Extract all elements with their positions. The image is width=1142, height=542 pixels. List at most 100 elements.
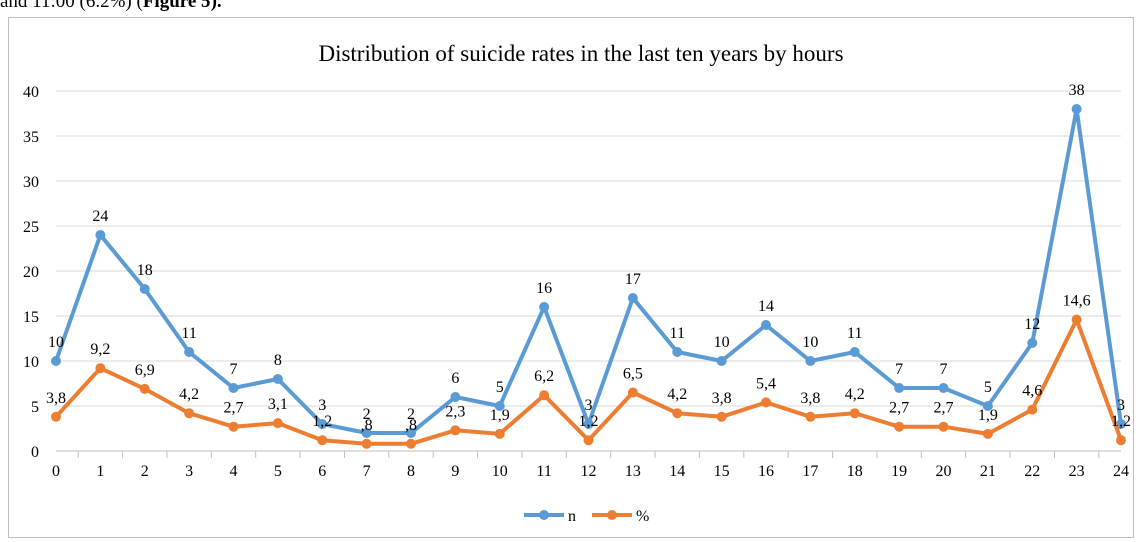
data-point <box>361 428 372 438</box>
y-tick-label: 35 <box>23 129 39 146</box>
data-label: 7 <box>940 361 948 378</box>
x-tick-label: 4 <box>230 463 238 480</box>
y-tick-label: 0 <box>31 444 39 461</box>
x-tick-label: 1 <box>96 463 104 480</box>
data-label: 9,2 <box>90 341 110 358</box>
data-label: 1,9 <box>978 407 998 424</box>
data-point <box>494 428 505 439</box>
data-label: 2,7 <box>224 400 244 417</box>
data-point <box>272 418 283 429</box>
data-label: 4,6 <box>1022 383 1042 400</box>
x-tick-label: 22 <box>1024 463 1040 480</box>
data-point <box>95 363 106 374</box>
data-point <box>672 408 683 419</box>
y-tick-label: 15 <box>23 309 39 326</box>
x-tick-label: 6 <box>318 463 326 480</box>
legend-entry: % <box>636 508 649 525</box>
x-tick-label: 8 <box>407 463 415 480</box>
data-point <box>849 347 860 357</box>
data-label: 3 <box>318 397 326 414</box>
data-label: 4,2 <box>667 386 687 403</box>
data-label: 3,8 <box>46 390 66 407</box>
x-tick-label: 20 <box>936 463 952 480</box>
x-tick-label: 24 <box>1113 463 1129 480</box>
data-point <box>716 411 727 422</box>
data-label: 4,2 <box>179 386 199 403</box>
data-point <box>1116 419 1126 429</box>
x-tick-label: 12 <box>581 463 597 480</box>
data-point <box>95 230 106 240</box>
data-label: 5 <box>496 379 504 396</box>
y-tick-label: 25 <box>23 219 39 236</box>
data-label: 24 <box>92 208 108 225</box>
x-tick-label: 19 <box>891 463 907 480</box>
data-point <box>672 347 683 357</box>
data-point <box>494 401 505 411</box>
data-point <box>894 421 905 432</box>
data-label: 6 <box>451 370 459 387</box>
data-label: 14,6 <box>1063 293 1091 310</box>
data-point <box>272 374 283 384</box>
y-tick-label: 5 <box>31 399 39 416</box>
data-label: 4,2 <box>845 386 865 403</box>
data-label: 10 <box>802 334 818 351</box>
data-label: 3,1 <box>268 396 288 413</box>
line-chart: Distribution of suicide rates in the las… <box>23 41 1131 525</box>
x-tick-label: 15 <box>714 463 730 480</box>
data-point <box>627 387 638 398</box>
data-point <box>1027 338 1038 348</box>
data-point <box>139 284 150 294</box>
data-label: 7 <box>895 361 903 378</box>
data-label: 38 <box>1069 82 1085 99</box>
legend-marker <box>539 510 549 520</box>
data-point <box>228 421 239 432</box>
data-point <box>406 438 416 449</box>
data-point <box>849 408 860 419</box>
data-label: 2,7 <box>934 400 954 417</box>
x-tick-label: 3 <box>185 463 193 480</box>
data-label: 18 <box>137 262 153 279</box>
chart-title: Distribution of suicide rates in the las… <box>318 41 843 66</box>
data-point <box>317 419 328 429</box>
data-point <box>539 390 550 401</box>
data-point <box>1071 314 1082 325</box>
x-tick-label: 9 <box>451 463 459 480</box>
data-label: 5 <box>984 379 992 396</box>
data-point <box>894 383 905 393</box>
data-point <box>1027 404 1038 415</box>
y-tick-label: 10 <box>23 354 39 371</box>
data-label: 12 <box>1024 316 1040 333</box>
data-label: 2 <box>407 406 415 423</box>
data-point <box>805 411 816 422</box>
data-label: 1,9 <box>490 407 510 424</box>
figure-reference: Figure 5 <box>142 0 211 12</box>
x-tick-label: 13 <box>625 463 641 480</box>
data-point <box>184 347 195 357</box>
x-tick-label: 11 <box>536 463 551 480</box>
data-label: 17 <box>625 271 641 288</box>
data-point <box>716 356 727 366</box>
data-point <box>51 356 61 366</box>
data-point <box>627 293 638 303</box>
y-tick-label: 20 <box>23 264 39 281</box>
data-point <box>1071 104 1082 114</box>
data-point <box>805 356 816 366</box>
y-tick-label: 30 <box>23 174 39 191</box>
data-label: 2 <box>363 406 371 423</box>
x-tick-label: 23 <box>1069 463 1085 480</box>
data-point <box>184 408 195 419</box>
data-point <box>406 428 416 438</box>
x-tick-label: 18 <box>847 463 863 480</box>
data-label: 2,3 <box>445 403 465 420</box>
data-label: ,8 <box>361 417 373 434</box>
data-point <box>583 419 594 429</box>
data-point <box>317 435 328 446</box>
data-label: 10 <box>48 334 64 351</box>
data-label: 10 <box>714 334 730 351</box>
data-label: 5,4 <box>756 375 776 392</box>
body-text-suffix: ). <box>210 0 222 12</box>
x-tick-label: 14 <box>669 463 685 480</box>
x-tick-label: 21 <box>980 463 996 480</box>
data-point <box>51 411 61 422</box>
data-label: 3 <box>1117 397 1125 414</box>
